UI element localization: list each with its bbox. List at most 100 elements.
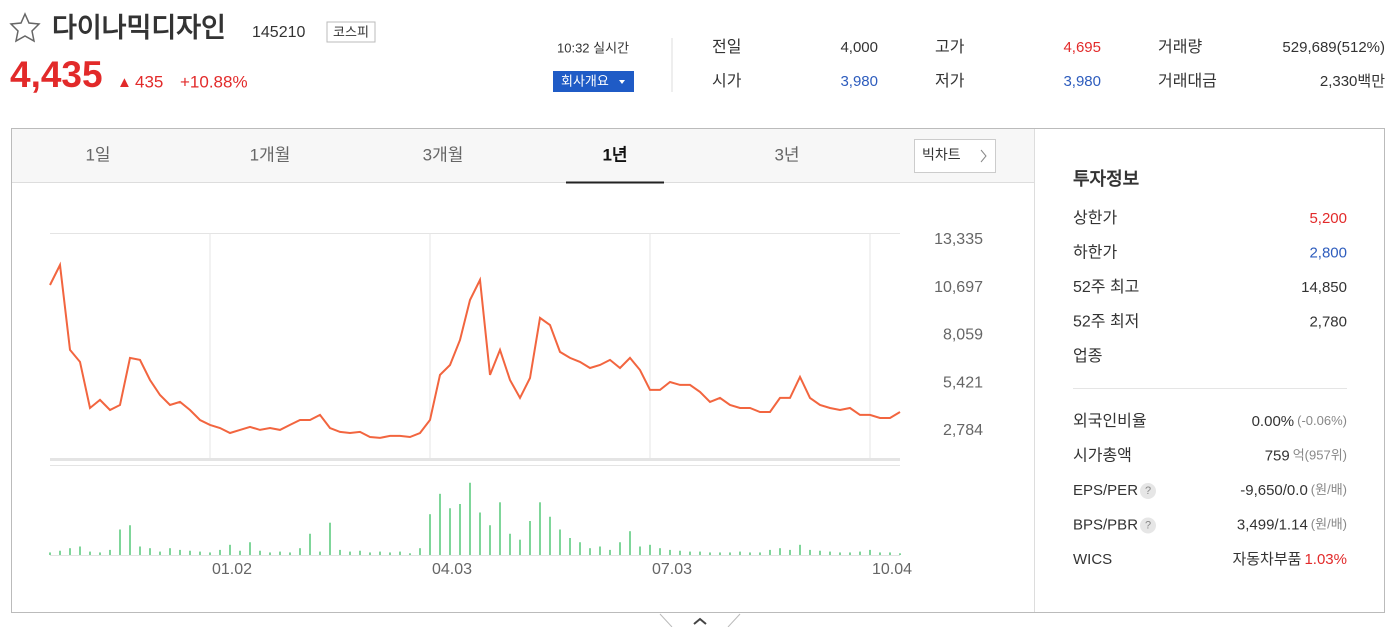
value-main: -9,650/0.0	[1240, 482, 1308, 499]
volume-bar	[539, 502, 541, 555]
volume-bar	[809, 549, 811, 555]
value-note: (-0.06%)	[1297, 413, 1347, 428]
volume-bar	[489, 525, 491, 555]
chart: 01.02 04.03 07.03 10.04 13,335 10,697 8,059 5,4…	[49, 231, 983, 578]
volume-bar	[209, 552, 211, 555]
invest-label: 상한가	[1073, 209, 1117, 227]
volume-bar	[829, 551, 831, 555]
tab[interactable]: 1년	[602, 145, 627, 164]
big-chart-button[interactable]	[914, 139, 996, 173]
invest-info: 상한가 5,200 하한가 2,800 52주 최고 14,850 52주 최저 2,780 업…	[1073, 209, 1347, 568]
volume-bar	[509, 533, 511, 555]
volume-bar	[69, 548, 71, 555]
volume-bar	[719, 552, 721, 555]
volume-bar	[59, 550, 61, 555]
volume-bar	[879, 552, 881, 555]
stock-name: 다이나믹디자인	[52, 13, 226, 43]
quote-value: 3,980	[1063, 73, 1101, 90]
volume-bar	[569, 538, 571, 555]
volume-bar	[609, 549, 611, 555]
company-button-label: 회사개요	[561, 73, 609, 88]
volume-bar	[289, 552, 291, 555]
y-tick-label: 5,421	[943, 374, 983, 391]
volume-bar	[739, 551, 741, 555]
y-tick-label: 2,784	[943, 422, 983, 439]
volume-bar	[659, 548, 661, 555]
tabs: 1일 1개월 3개월 1년 3년	[85, 145, 800, 184]
chevron	[980, 149, 987, 163]
volume-bar	[419, 548, 421, 555]
quote-value: 529,689(512%)	[1282, 39, 1385, 56]
volume-bar	[449, 508, 451, 555]
volume-bar	[259, 550, 261, 555]
dropdown-caret	[619, 80, 625, 84]
tab-bar	[12, 129, 1034, 182]
invest-value: 0.00% (-0.06%)	[1252, 413, 1347, 430]
volume-bar	[689, 551, 691, 555]
volume-bar	[429, 514, 431, 555]
volume-bar	[769, 549, 771, 555]
volume-bar	[229, 544, 231, 555]
volume-bar	[839, 552, 841, 555]
change: 435	[135, 72, 163, 91]
invest-label: 업종	[1073, 347, 1102, 365]
volume-bar	[859, 551, 861, 555]
volume-bar	[899, 553, 901, 555]
quote-label: 고가	[935, 38, 965, 56]
volume-bar	[89, 551, 91, 555]
market: 코스피	[333, 24, 369, 39]
value-note: (원/배)	[1311, 517, 1347, 532]
volume-bar	[499, 502, 501, 555]
collapse-arrow[interactable]	[693, 617, 707, 625]
volume-bar	[629, 531, 631, 555]
volume-bar	[179, 549, 181, 555]
volume-bar	[679, 550, 681, 555]
tab[interactable]: 1일	[85, 145, 110, 164]
volume-bar	[139, 546, 141, 555]
help-mark: ?	[1145, 485, 1151, 497]
volume-bar	[599, 546, 601, 555]
invest-value: 5,200	[1309, 210, 1347, 227]
tab[interactable]: 1개월	[250, 145, 291, 164]
volume-bar	[329, 522, 331, 555]
stock-code: 145210	[252, 24, 305, 41]
volume-bar	[649, 544, 651, 555]
volume-bar	[219, 549, 221, 555]
x-tick-label: 07.03	[652, 561, 692, 578]
invest-label: 52주 최고	[1073, 278, 1139, 296]
volume-bar	[359, 550, 361, 555]
volume-bar	[109, 549, 111, 555]
big-chart-label: 빅차트	[922, 147, 961, 163]
tab[interactable]: 3년	[774, 145, 799, 164]
volume-bar	[869, 549, 871, 555]
volume-bar	[149, 548, 151, 555]
value-note: (원/배)	[1311, 482, 1347, 497]
y-tick-label: 13,335	[934, 231, 983, 248]
invest-label: BPS/PBR	[1073, 516, 1138, 533]
volume-bar	[299, 548, 301, 555]
volume-bar	[479, 512, 481, 555]
volume-bar	[349, 551, 351, 555]
volume-bar	[519, 539, 521, 555]
help-icon[interactable]	[1140, 517, 1156, 534]
quote-value: 4,695	[1063, 39, 1101, 56]
volume-bar	[589, 548, 591, 555]
quote-value: 3,980	[840, 73, 878, 90]
tab[interactable]: 3개월	[423, 145, 464, 164]
volume-bar	[889, 552, 891, 555]
change-percent: +10.88%	[180, 72, 248, 91]
value-note: 억(957위)	[1293, 448, 1347, 463]
help-icon[interactable]	[1140, 483, 1156, 499]
price-line	[49, 261, 901, 439]
invest-value: 14,850	[1301, 279, 1347, 296]
volume-bar	[339, 549, 341, 555]
company-button[interactable]	[553, 71, 634, 92]
favorite-star[interactable]	[9, 12, 41, 43]
market-badge	[326, 21, 376, 43]
volume-bar	[579, 542, 581, 555]
volume-bar	[119, 529, 121, 555]
volume-bar	[409, 553, 411, 555]
